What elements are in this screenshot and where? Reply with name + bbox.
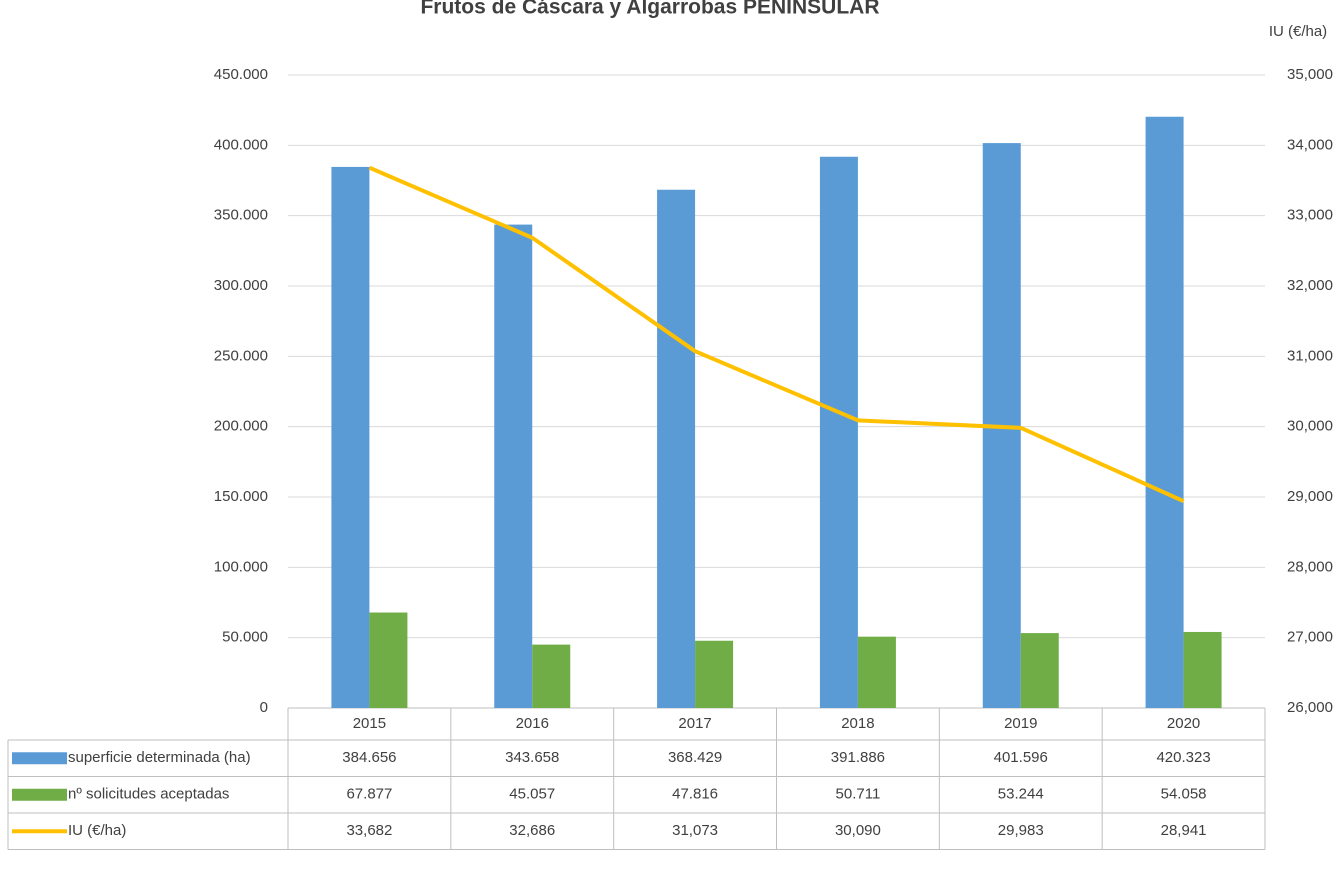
bar [1183,631,1222,708]
bar [494,224,533,708]
bar [369,612,408,708]
bar [1020,633,1059,708]
bar [695,640,734,708]
y2-tick-label: 35,000 [1287,66,1333,83]
table-value: 54.058 [1161,786,1207,803]
table-value: 343.658 [505,749,559,766]
x-tick-label: 2019 [1004,715,1037,732]
x-tick-label: 2018 [841,715,874,732]
legend-key [12,752,67,765]
table-value: 420.323 [1156,749,1210,766]
table-value: 28,941 [1161,822,1207,839]
y-tick-label: 200.000 [214,418,268,435]
legend-label: IU (€/ha) [68,822,126,839]
y2-tick-label: 29,000 [1287,488,1333,505]
chart-title: Frutos de Cáscara y Algarrobas PENINSULA… [420,0,879,19]
table-value: 391.886 [831,749,885,766]
y2-tick-label: 27,000 [1287,629,1333,646]
bar [819,156,858,709]
y-tick-label: 100.000 [214,558,268,575]
line-series [368,165,1185,503]
y2-tick-label: 33,000 [1287,207,1333,224]
y2-tick-label: 34,000 [1287,136,1333,153]
y2-tick-label: 30,000 [1287,418,1333,435]
y-tick-label: 350.000 [214,207,268,224]
bar [532,644,571,708]
table-value: 30,090 [835,822,881,839]
table-value: 45.057 [509,786,555,803]
bar [1145,116,1184,708]
x-tick-label: 2016 [516,715,549,732]
y-tick-label: 0 [260,699,268,716]
x-tick-label: 2017 [678,715,711,732]
table-value: 33,682 [346,822,392,839]
table-value: 50.711 [836,786,881,803]
table-value: 401.596 [994,749,1048,766]
bar [331,166,370,708]
y-tick-label: 300.000 [214,277,268,294]
y2-axis-label: IU (€/ha) [1269,23,1327,40]
bar [857,636,896,708]
y2-tick-label: 28,000 [1287,558,1333,575]
table-value: 31,073 [672,822,718,839]
y-tick-label: 250.000 [214,347,268,364]
table-value: 53.244 [998,786,1044,803]
x-tick-label: 2020 [1167,715,1200,732]
legend-label: nº solicitudes aceptadas [68,786,229,803]
table-value: 67.877 [346,786,392,803]
y-tick-label: 150.000 [214,488,268,505]
legend-label: superficie determinada (ha) [68,749,251,766]
x-tick-label: 2015 [353,715,386,732]
bar [657,189,696,708]
table-value: 368.429 [668,749,722,766]
y-tick-label: 450.000 [214,66,268,83]
y2-tick-label: 32,000 [1287,277,1333,294]
y-tick-label: 50.000 [222,629,268,646]
y-tick-label: 400.000 [214,136,268,153]
table-value: 384.656 [342,749,396,766]
y2-tick-label: 31,000 [1287,347,1333,364]
table-value: 29,983 [998,822,1044,839]
legend-key [12,788,67,801]
y2-tick-label: 26,000 [1287,699,1333,716]
table-value: 32,686 [509,822,555,839]
table-value: 47.816 [672,786,718,803]
